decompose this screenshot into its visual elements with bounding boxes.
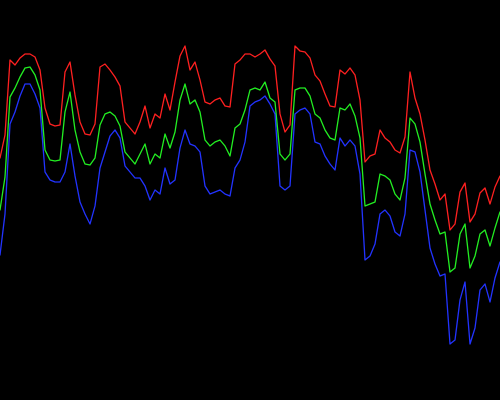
series-line-1 [0, 45, 500, 231]
series-layer [0, 45, 500, 345]
series-line-2 [0, 66, 500, 273]
series-line-3 [0, 83, 500, 345]
